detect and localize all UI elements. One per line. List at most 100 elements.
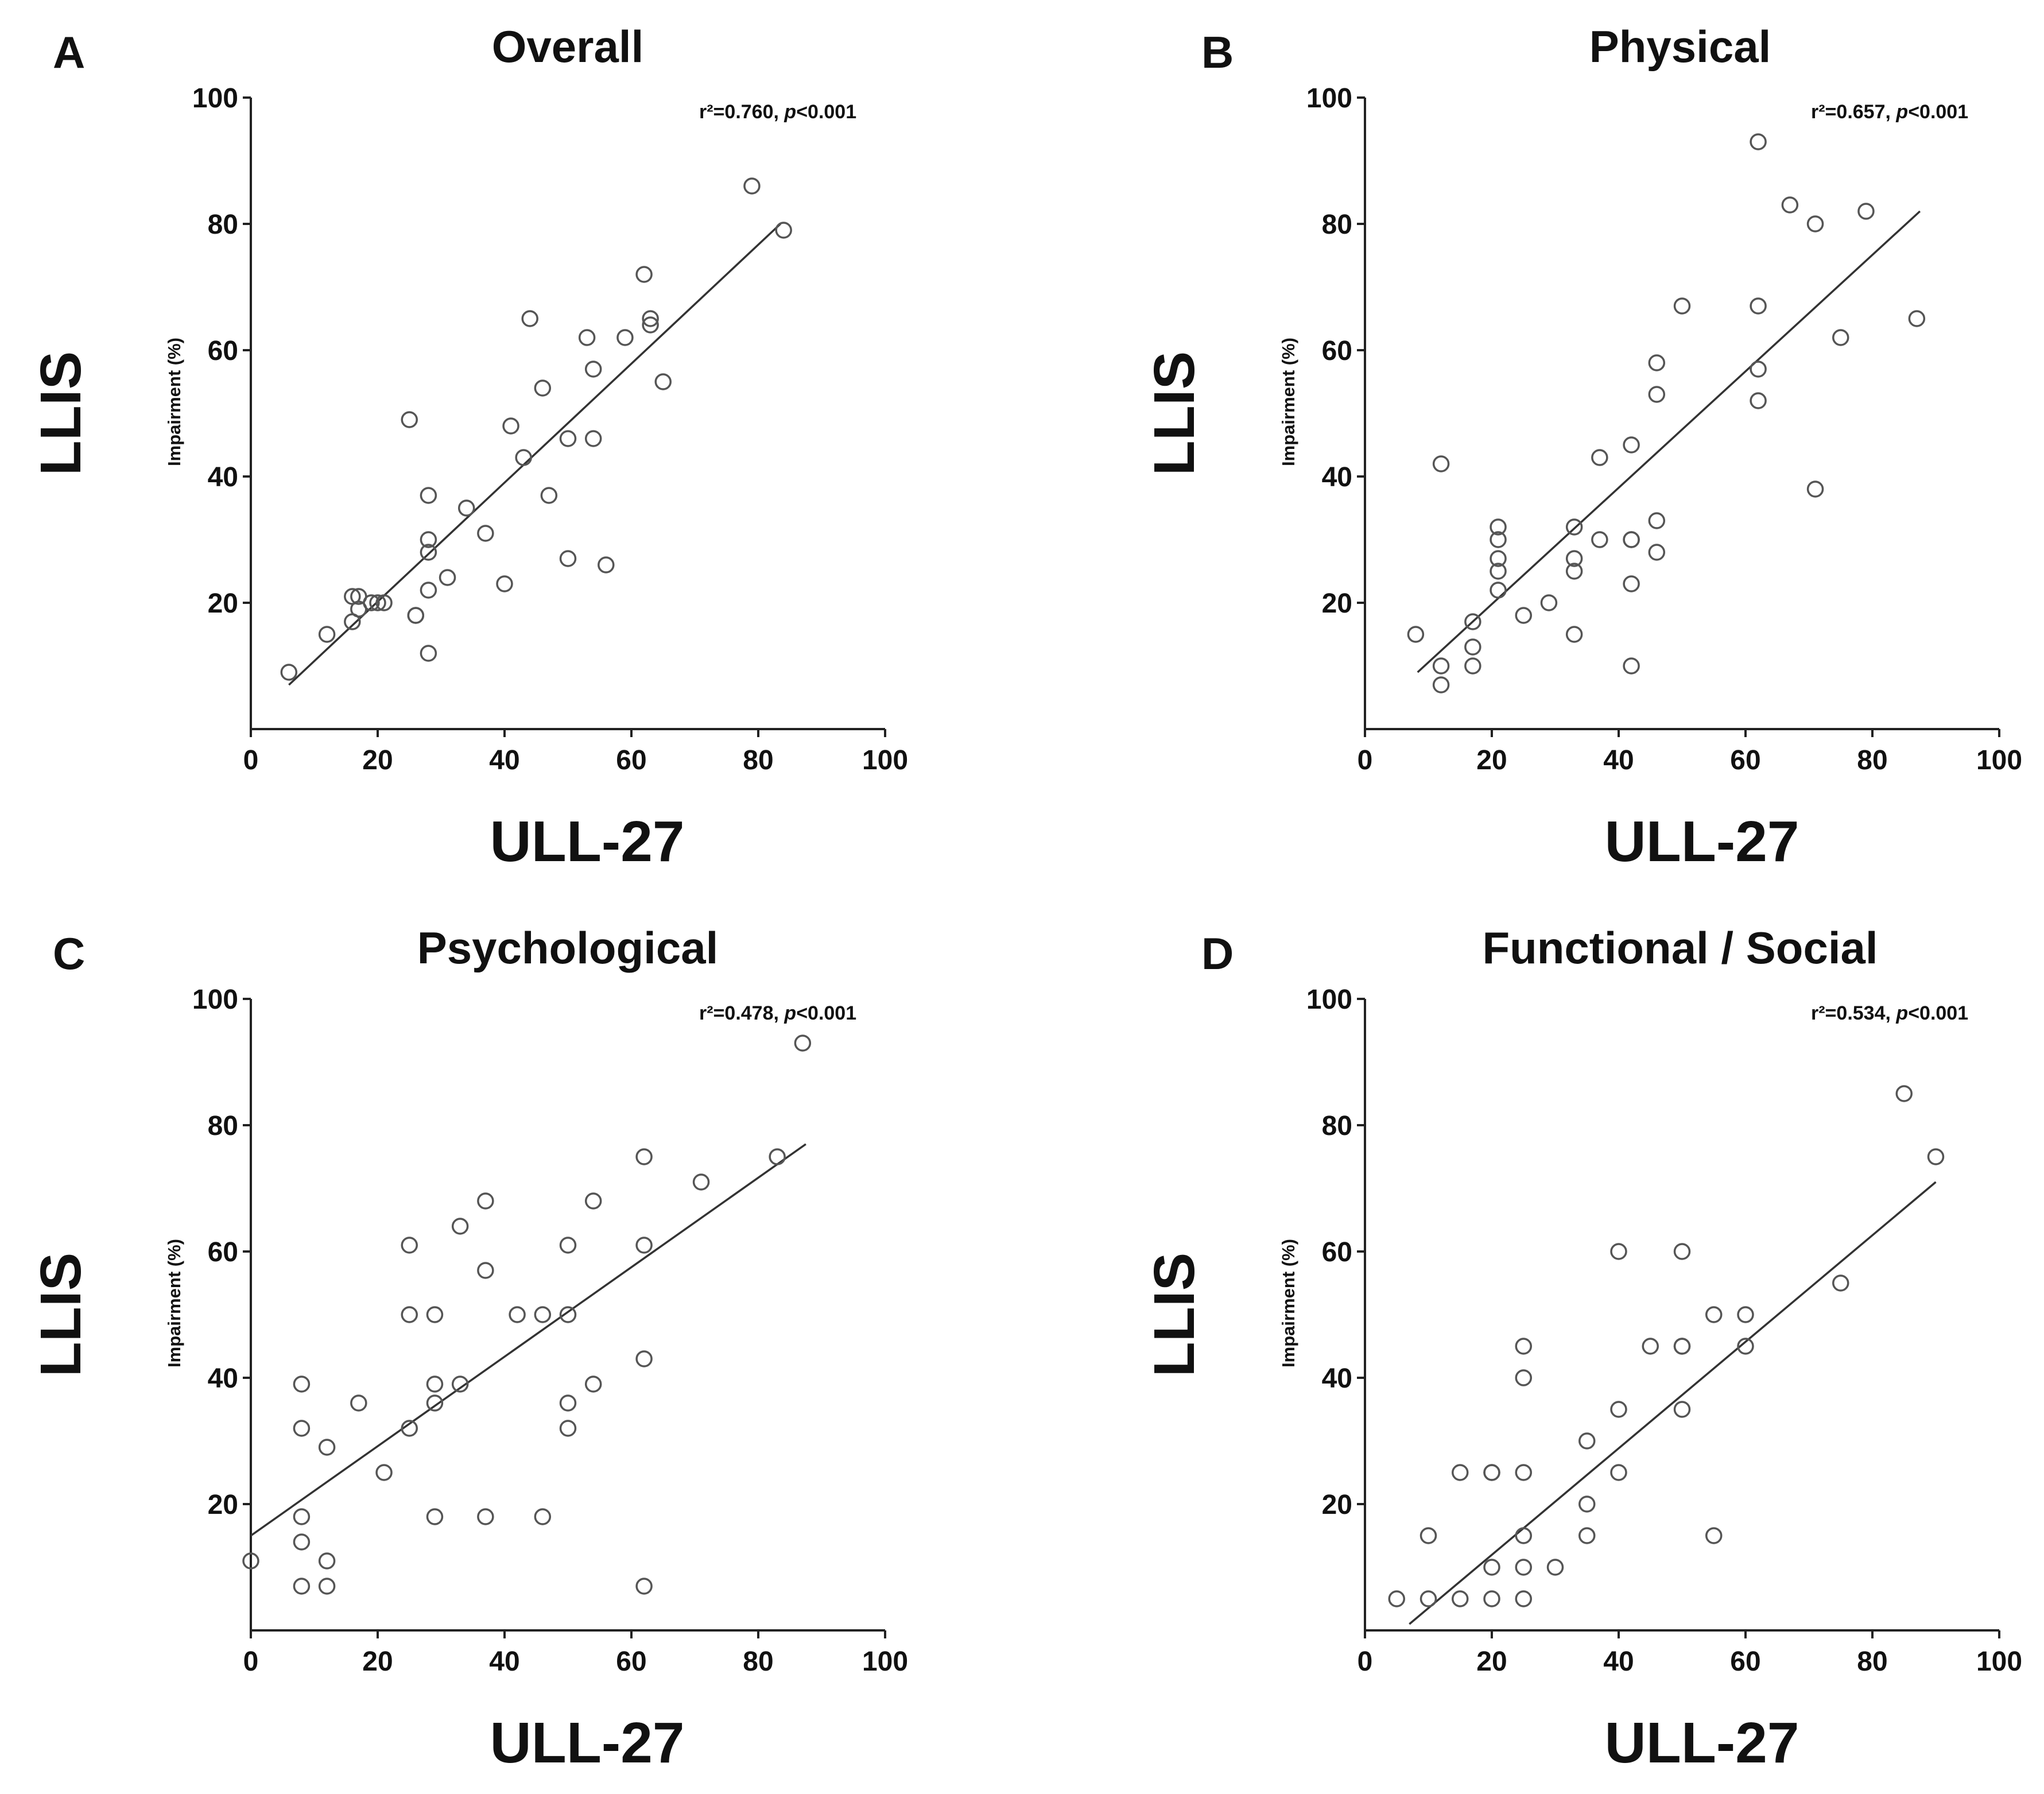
data-point: [1419, 1527, 1437, 1544]
data-point: [1490, 518, 1507, 536]
data-point: [451, 1218, 469, 1235]
data-point: [584, 361, 602, 378]
data-point: [496, 575, 513, 592]
data-point: [1737, 1338, 1754, 1355]
data-point: [1490, 531, 1507, 548]
data-point: [1610, 1464, 1627, 1481]
inner-y-axis-label: Impairment (%): [1278, 1239, 1298, 1367]
data-point: [1515, 1527, 1532, 1544]
y-tick-label: 80: [208, 1111, 238, 1141]
data-point: [420, 544, 437, 561]
data-point: [1750, 392, 1767, 409]
data-point: [426, 1306, 444, 1323]
data-point: [1908, 310, 1926, 327]
data-point: [375, 1464, 393, 1481]
data-point: [584, 1375, 602, 1393]
data-point: [1464, 657, 1481, 675]
panel-letter: A: [53, 27, 85, 78]
data-point: [502, 417, 519, 435]
data-point: [1648, 354, 1666, 371]
data-point: [293, 1420, 311, 1437]
data-point: [1452, 1590, 1469, 1607]
stat-p-symbol: p: [1895, 1002, 1908, 1024]
y-tick-label: 20: [208, 1490, 238, 1520]
data-point: [457, 499, 475, 517]
data-point: [559, 430, 577, 447]
inner-y-axis-label: Impairment (%): [1278, 338, 1298, 466]
x-tick-label: 0: [243, 1646, 259, 1677]
data-point: [293, 1375, 311, 1393]
x-tick-label: 20: [362, 745, 393, 776]
data-point: [794, 1034, 812, 1052]
data-point: [616, 329, 634, 346]
data-point: [1673, 1401, 1691, 1418]
data-point: [1490, 563, 1507, 580]
data-point: [534, 1508, 552, 1525]
stat-p-value: <0.001: [1908, 101, 1968, 123]
data-point: [1750, 133, 1767, 150]
data-point: [420, 645, 437, 662]
data-point: [1515, 1369, 1532, 1386]
data-point: [401, 411, 418, 428]
data-point: [1591, 449, 1608, 466]
y-tick-label: 20: [1322, 588, 1352, 619]
data-point: [1565, 626, 1583, 643]
data-point: [654, 373, 672, 390]
data-point: [420, 582, 437, 599]
data-point: [1927, 1148, 1945, 1165]
stat-r2: r²=0.760,: [699, 101, 779, 123]
data-point: [1648, 386, 1666, 403]
data-point: [401, 1420, 418, 1437]
data-point: [293, 1533, 311, 1551]
data-point: [1832, 1274, 1849, 1292]
data-point: [477, 1262, 494, 1279]
y-tick-label: 80: [208, 210, 238, 240]
stat-p-value: <0.001: [1908, 1002, 1968, 1024]
data-point: [1515, 1590, 1532, 1607]
panel-d: D Functional / Social LLIS Impairment (%…: [1142, 923, 2022, 1775]
stat-annotation: r²=0.478, p<0.001: [699, 1002, 856, 1024]
panel-a: A Overall LLIS Impairment (%) r²=0.760, …: [29, 21, 908, 874]
data-point: [420, 487, 437, 504]
y-tick-label: 40: [1322, 462, 1352, 493]
data-point: [1565, 550, 1583, 567]
data-point: [426, 1394, 444, 1412]
x-tick-label: 40: [1603, 1646, 1634, 1677]
data-point: [1806, 215, 1824, 233]
x-tick-label: 0: [1358, 745, 1373, 776]
y-tick-label: 80: [1322, 210, 1352, 240]
data-point: [426, 1375, 444, 1393]
data-point: [350, 1394, 367, 1412]
regression-line: [1409, 1181, 1937, 1625]
data-point: [1857, 203, 1875, 220]
data-point: [1407, 626, 1425, 643]
data-point: [635, 266, 653, 283]
outer-y-axis-label: LLIS: [29, 351, 93, 476]
data-point: [692, 1173, 710, 1191]
stat-annotation: r²=0.657, p<0.001: [1811, 101, 1968, 123]
y-tick-label: 40: [208, 1363, 238, 1394]
x-axis-label: ULL-27: [490, 1711, 685, 1775]
x-tick-label: 40: [489, 1646, 519, 1677]
data-point: [1578, 1495, 1596, 1513]
stat-r2: r²=0.478,: [699, 1002, 779, 1024]
x-tick-label: 60: [616, 1646, 646, 1677]
panel-title: Psychological: [417, 923, 719, 973]
panel-letter: C: [53, 928, 85, 979]
data-point: [598, 556, 615, 574]
x-tick-label: 80: [743, 745, 773, 776]
data-point: [477, 525, 494, 542]
data-point: [1673, 1338, 1691, 1355]
stat-p-symbol: p: [784, 1002, 796, 1024]
data-point: [318, 1439, 336, 1456]
x-tick-label: 60: [1730, 745, 1760, 776]
data-point: [1565, 563, 1583, 580]
data-point: [318, 1552, 336, 1570]
data-point: [1781, 196, 1799, 214]
data-point: [1452, 1464, 1469, 1481]
y-tick-label: 60: [1322, 336, 1352, 366]
y-tick-label: 100: [192, 985, 238, 1015]
data-point: [515, 449, 532, 466]
data-point: [401, 1306, 418, 1323]
